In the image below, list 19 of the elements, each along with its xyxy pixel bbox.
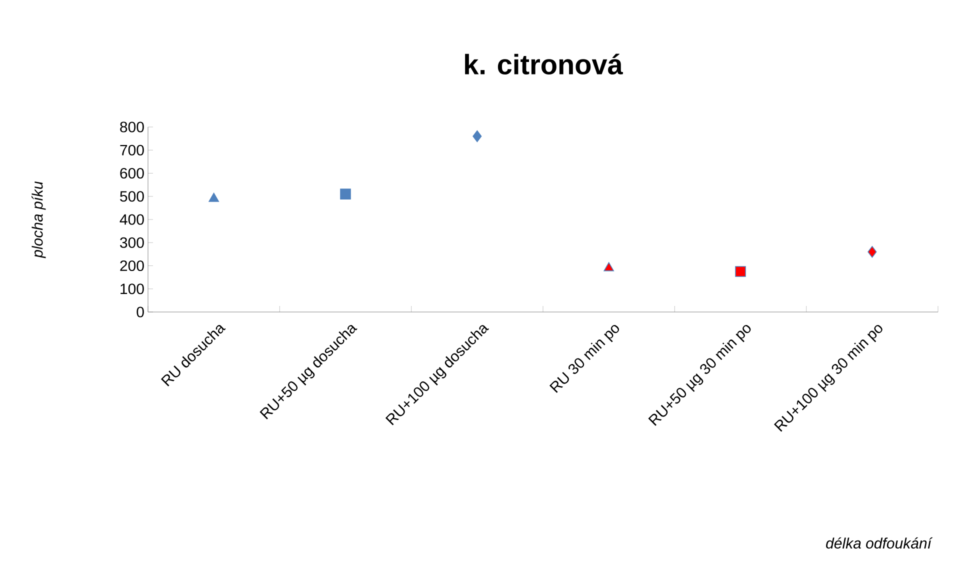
point [340, 188, 351, 200]
point [735, 266, 746, 277]
text: délka odfoukání [826, 537, 933, 549]
point [472, 130, 482, 142]
x-tick-label: RU 30 min po [549, 324, 620, 393]
point [868, 246, 877, 258]
y-tick-label: 100 [120, 284, 144, 294]
y-tick-label: 500 [120, 191, 144, 202]
y-tick-label: 400 [120, 214, 144, 225]
point [604, 262, 614, 272]
y-tick-label: 800 [120, 122, 144, 132]
y-tick-label: 200 [120, 260, 144, 272]
y-tick-label: 0 [136, 306, 144, 318]
y-tick-label: 600 [120, 168, 144, 179]
y-tick-label: 300 [120, 237, 144, 248]
y-tick-label: 700 [120, 144, 144, 156]
point [208, 192, 219, 202]
chart-title: k. citronová [465, 54, 623, 75]
y-axis-title: plocha píku [32, 181, 46, 258]
